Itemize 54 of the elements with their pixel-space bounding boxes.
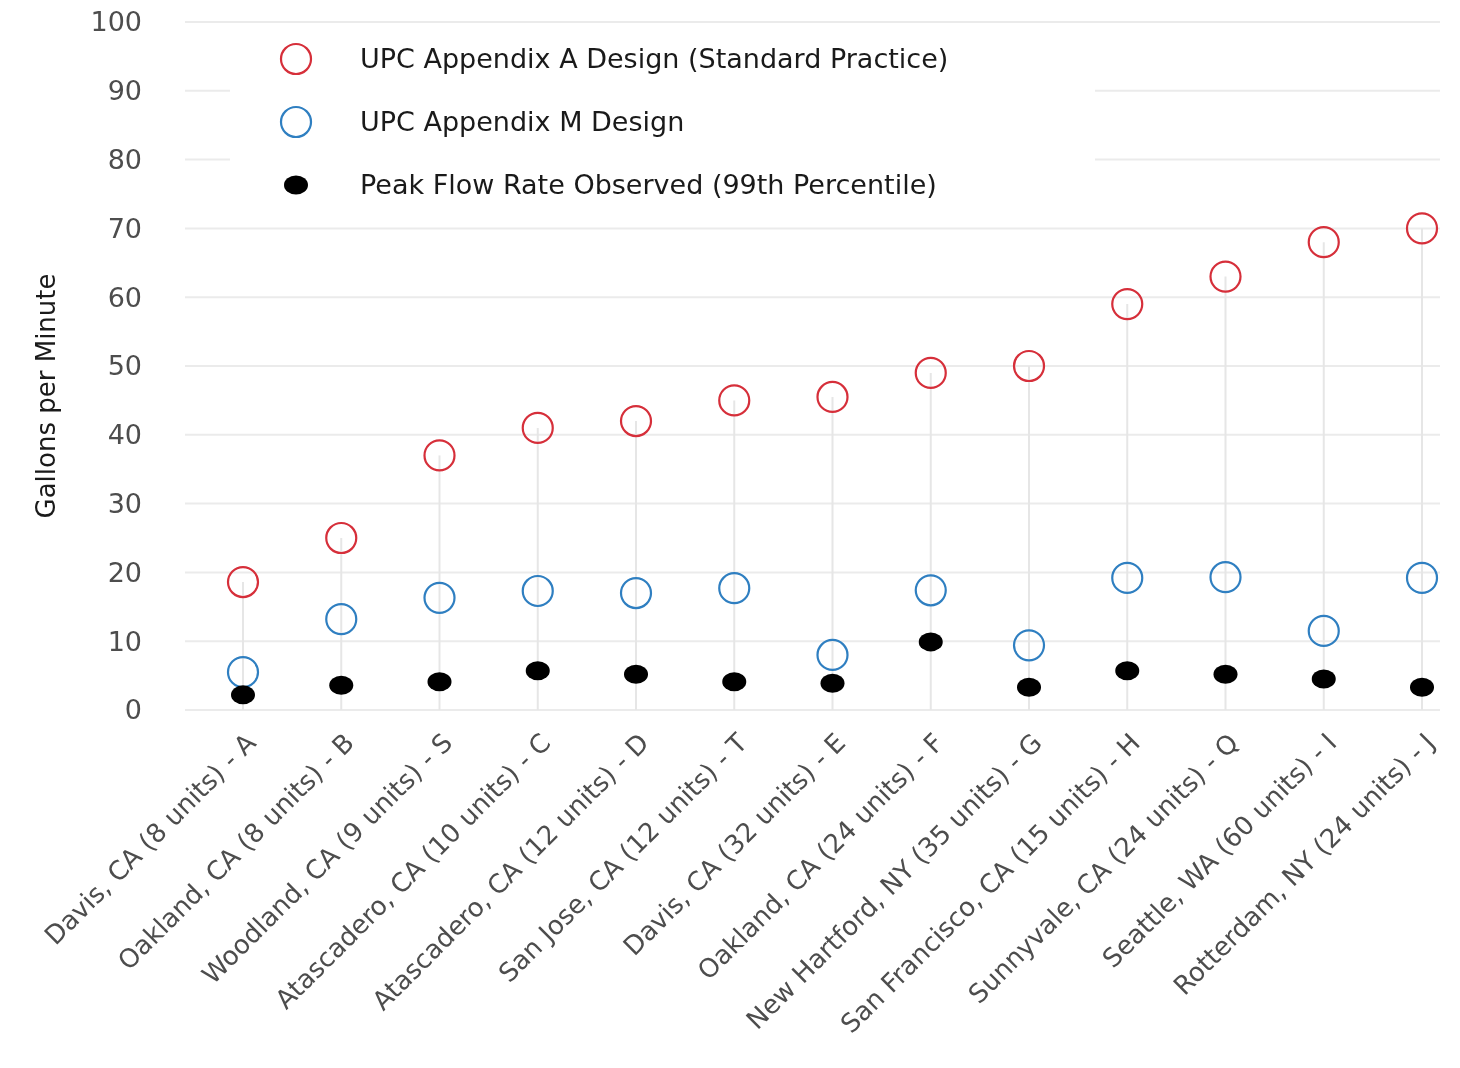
point — [521, 411, 554, 444]
point — [619, 404, 653, 438]
point — [329, 675, 354, 695]
point — [1111, 288, 1144, 321]
point — [722, 672, 747, 692]
point — [1111, 561, 1144, 594]
y-tick-label: 50 — [107, 350, 142, 382]
point — [1410, 677, 1434, 697]
point — [423, 439, 456, 472]
y-tick-label: 20 — [107, 556, 142, 588]
point — [1209, 561, 1242, 594]
point — [624, 664, 648, 684]
y-tick-label: 10 — [107, 625, 142, 657]
point — [816, 638, 849, 672]
y-tick-label: 80 — [107, 144, 142, 176]
point — [1307, 614, 1340, 647]
point — [619, 576, 653, 610]
y-tick-label: 100 — [90, 6, 142, 38]
point — [521, 574, 554, 608]
y-tick-label: 0 — [124, 694, 142, 726]
point — [525, 661, 550, 681]
y-tick-label: 30 — [107, 488, 142, 520]
point — [1209, 260, 1242, 293]
point — [325, 603, 358, 636]
legend-label: Peak Flow Rate Observed (99th Percentile) — [360, 169, 937, 201]
point — [231, 685, 255, 705]
point — [1012, 349, 1046, 383]
legend-label: UPC Appendix M Design — [360, 106, 685, 138]
point — [226, 656, 260, 689]
point — [325, 521, 358, 555]
point — [1017, 677, 1041, 697]
point — [718, 384, 751, 417]
legend-label: UPC Appendix A Design (Standard Practice) — [360, 43, 949, 75]
point — [226, 565, 260, 599]
point — [1115, 661, 1140, 681]
point — [1405, 212, 1439, 245]
point — [816, 380, 849, 414]
point — [427, 672, 452, 692]
point — [1012, 629, 1046, 662]
point — [1311, 669, 1336, 689]
point — [718, 572, 751, 605]
point — [1213, 664, 1238, 684]
point — [918, 632, 943, 652]
y-tick-label: 90 — [107, 75, 142, 107]
point — [1405, 561, 1439, 594]
point — [423, 581, 456, 614]
y-tick-label: 60 — [107, 281, 142, 313]
point — [914, 574, 947, 607]
point — [1307, 226, 1340, 259]
point — [820, 673, 845, 693]
y-tick-label: 70 — [107, 212, 142, 244]
y-axis-title: Gallons per Minute — [31, 273, 61, 519]
point — [914, 356, 947, 389]
y-tick-label: 40 — [107, 419, 142, 451]
